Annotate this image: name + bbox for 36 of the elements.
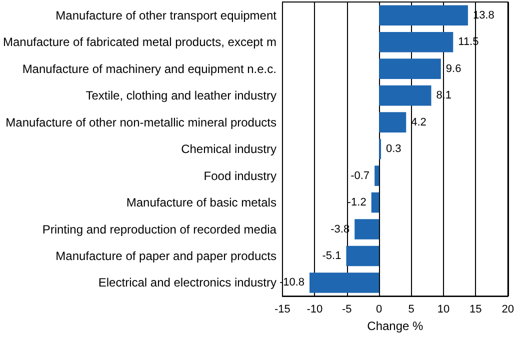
y-tick-label: Manufacture of paper and paper products <box>56 248 276 263</box>
y-tick-label: Manufacture of machinery and equipment n.e.c. <box>22 62 276 76</box>
bar <box>379 112 406 132</box>
bar <box>346 246 380 266</box>
bar <box>379 85 432 106</box>
x-tick-label: -5 <box>342 304 352 316</box>
bar <box>379 5 468 26</box>
x-tick-label: -10 <box>306 304 323 316</box>
bar <box>374 166 380 186</box>
x-tick-label: 15 <box>470 304 482 316</box>
y-tick-label: Printing and reproduction of recorded media <box>42 222 277 236</box>
y-tick-label: Chemical industry <box>181 142 276 156</box>
data-label: 0.3 <box>386 143 402 156</box>
y-tick-label: Manufacture of fabricated metal products, except m <box>3 35 276 50</box>
data-label: -1.2 <box>347 196 366 209</box>
data-label: 9.6 <box>446 62 462 75</box>
data-label: 4.2 <box>411 116 426 128</box>
y-tick-label: Electrical and electronics industry <box>98 276 276 290</box>
bar <box>379 32 454 52</box>
x-axis-title: Change % <box>367 319 424 333</box>
x-tick-label: -15 <box>274 304 290 316</box>
x-tick-label: 20 <box>502 304 514 316</box>
bar <box>310 272 380 293</box>
data-label: -5.1 <box>322 250 342 262</box>
data-label: -0.7 <box>350 170 370 182</box>
bar <box>379 58 441 79</box>
x-tick-label: 5 <box>408 304 414 316</box>
y-tick-label: Manufacture of other transport equipment <box>56 8 278 22</box>
x-tick-label: 0 <box>376 304 382 316</box>
y-tick-label: Textile, clothing and leather industry <box>86 88 276 103</box>
x-tick-label: 10 <box>437 304 450 316</box>
bar <box>354 219 380 240</box>
y-tick-label: Manufacture of basic metals <box>126 196 276 210</box>
y-tick-label: Food industry <box>204 168 276 183</box>
y-tick-label: Manufacture of other non-metallic mineral products <box>6 115 276 130</box>
bar <box>371 192 380 213</box>
